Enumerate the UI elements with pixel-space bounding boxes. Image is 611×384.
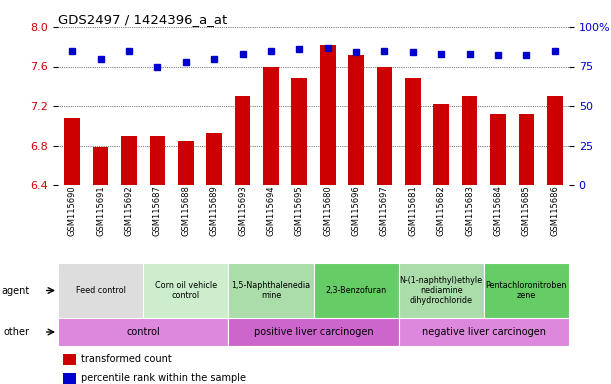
Bar bbox=[63, 372, 76, 384]
Text: GSM115691: GSM115691 bbox=[96, 185, 105, 236]
Bar bbox=[348, 55, 364, 185]
Bar bbox=[63, 354, 76, 365]
Text: GSM115690: GSM115690 bbox=[68, 185, 77, 236]
Text: percentile rank within the sample: percentile rank within the sample bbox=[81, 373, 246, 383]
Bar bbox=[398, 318, 569, 346]
Bar bbox=[376, 66, 392, 185]
Bar bbox=[64, 118, 80, 185]
Bar bbox=[178, 141, 194, 185]
Bar bbox=[313, 263, 398, 318]
Bar bbox=[484, 263, 569, 318]
Text: GSM115687: GSM115687 bbox=[153, 185, 162, 236]
Bar bbox=[235, 96, 251, 185]
Text: N-(1-naphthyl)ethyle
nediamine
dihydrochloride: N-(1-naphthyl)ethyle nediamine dihydroch… bbox=[400, 276, 483, 305]
Text: agent: agent bbox=[1, 285, 29, 296]
Text: GSM115696: GSM115696 bbox=[351, 185, 360, 236]
Bar bbox=[547, 96, 563, 185]
Bar bbox=[121, 136, 137, 185]
Text: transformed count: transformed count bbox=[81, 354, 172, 364]
Text: Feed control: Feed control bbox=[76, 286, 125, 295]
Bar bbox=[291, 78, 307, 185]
Text: 2,3-Benzofuran: 2,3-Benzofuran bbox=[326, 286, 387, 295]
Text: GSM115684: GSM115684 bbox=[494, 185, 502, 236]
Text: GSM115693: GSM115693 bbox=[238, 185, 247, 236]
Text: other: other bbox=[4, 327, 29, 337]
Bar bbox=[263, 66, 279, 185]
Bar bbox=[462, 96, 477, 185]
Text: control: control bbox=[126, 327, 160, 337]
Text: GSM115685: GSM115685 bbox=[522, 185, 531, 236]
Bar bbox=[58, 318, 229, 346]
Bar bbox=[229, 318, 398, 346]
Bar bbox=[207, 132, 222, 185]
Bar bbox=[143, 263, 229, 318]
Bar bbox=[58, 263, 143, 318]
Text: GSM115695: GSM115695 bbox=[295, 185, 304, 236]
Bar bbox=[405, 78, 420, 185]
Text: GSM115683: GSM115683 bbox=[465, 185, 474, 236]
Bar bbox=[229, 263, 313, 318]
Text: Corn oil vehicle
control: Corn oil vehicle control bbox=[155, 281, 217, 300]
Text: GSM115680: GSM115680 bbox=[323, 185, 332, 236]
Bar bbox=[398, 263, 484, 318]
Text: GSM115692: GSM115692 bbox=[125, 185, 133, 236]
Bar bbox=[150, 136, 165, 185]
Text: GSM115686: GSM115686 bbox=[551, 185, 559, 236]
Bar bbox=[490, 114, 506, 185]
Bar bbox=[93, 147, 108, 185]
Text: negative liver carcinogen: negative liver carcinogen bbox=[422, 327, 546, 337]
Bar bbox=[320, 45, 335, 185]
Text: Pentachloronitroben
zene: Pentachloronitroben zene bbox=[486, 281, 567, 300]
Bar bbox=[519, 114, 534, 185]
Text: GDS2497 / 1424396_a_at: GDS2497 / 1424396_a_at bbox=[58, 13, 227, 26]
Text: 1,5-Naphthalenedia
mine: 1,5-Naphthalenedia mine bbox=[232, 281, 310, 300]
Bar bbox=[433, 104, 449, 185]
Text: GSM115688: GSM115688 bbox=[181, 185, 190, 236]
Text: GSM115681: GSM115681 bbox=[408, 185, 417, 236]
Text: GSM115689: GSM115689 bbox=[210, 185, 219, 236]
Text: GSM115694: GSM115694 bbox=[266, 185, 276, 236]
Text: GSM115697: GSM115697 bbox=[380, 185, 389, 236]
Text: positive liver carcinogen: positive liver carcinogen bbox=[254, 327, 373, 337]
Text: GSM115682: GSM115682 bbox=[437, 185, 446, 236]
